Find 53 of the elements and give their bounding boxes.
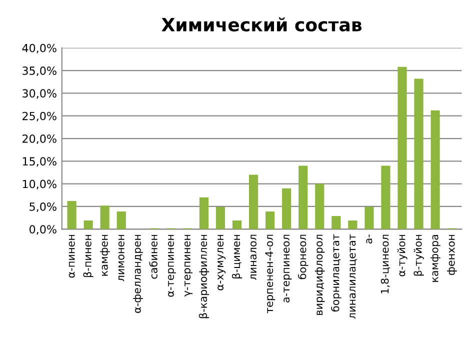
x-tick-label: сабинен <box>149 234 158 279</box>
bar <box>430 110 440 230</box>
bar <box>282 188 292 230</box>
x-tick-label: α-фелландрен <box>133 234 143 313</box>
y-tick-label: 5,0% <box>30 202 56 212</box>
bar <box>248 174 258 230</box>
y-tick-label: 10,0% <box>22 180 56 190</box>
x-tick-label: терпенен-4-ол <box>265 234 276 314</box>
x-tick-label: борнилацетат <box>331 234 342 312</box>
x-tick-label: β-цимен <box>232 234 242 278</box>
bar <box>364 206 374 230</box>
x-tick-label: 1,8-цинеол <box>380 234 390 294</box>
bar <box>398 66 407 230</box>
x-tick-label: линалол <box>250 234 257 280</box>
bar <box>232 220 242 230</box>
x-tick-label: камфора <box>430 234 440 282</box>
chart-title: Химический состав <box>162 17 362 32</box>
x-tick-label: β-пинен <box>83 234 94 278</box>
x-tick-label: лимонен <box>118 234 124 282</box>
bar <box>84 220 93 230</box>
x-tick-label: α-пинен <box>68 234 75 278</box>
x-tick-label: фенхон <box>447 234 457 275</box>
x-tick-label: линалилацетат <box>350 234 357 319</box>
y-tick-label: 25,0% <box>22 112 56 122</box>
bar <box>216 206 226 230</box>
y-tick-label: 20,0% <box>22 134 56 144</box>
bar <box>381 166 390 230</box>
x-tick-label: виридифлорол <box>314 234 325 315</box>
x-tick-label: камфен <box>100 234 110 276</box>
x-tick-label: β-туйон <box>414 234 424 276</box>
bar <box>67 201 76 230</box>
bar <box>348 220 358 230</box>
bar <box>414 78 424 230</box>
x-tick-label: γ-терпинен <box>184 234 192 296</box>
x-tick-label: α-туйон <box>397 234 408 276</box>
x-tick-label: β-кариофиллен <box>198 234 210 318</box>
y-tick-label: 30,0% <box>22 89 56 99</box>
y-tick-label: 15,0% <box>22 157 56 167</box>
bar <box>199 197 209 230</box>
y-tick-label: 40,0% <box>22 44 56 54</box>
x-tick-label: α-терпинен <box>168 234 176 297</box>
y-tick-label: 35,0% <box>22 66 56 76</box>
bar <box>315 184 324 230</box>
x-tick-label: α-хумулен <box>218 234 226 290</box>
bar <box>116 211 126 230</box>
x-tick-label: борнеол <box>298 234 308 280</box>
bar <box>298 166 308 230</box>
bar <box>332 216 341 230</box>
y-tick-label: 0,0% <box>30 225 56 235</box>
x-tick-label: а- <box>366 234 372 244</box>
bar <box>266 211 275 230</box>
bar <box>100 206 110 230</box>
x-tick-label: а-терпинеол <box>284 234 292 302</box>
